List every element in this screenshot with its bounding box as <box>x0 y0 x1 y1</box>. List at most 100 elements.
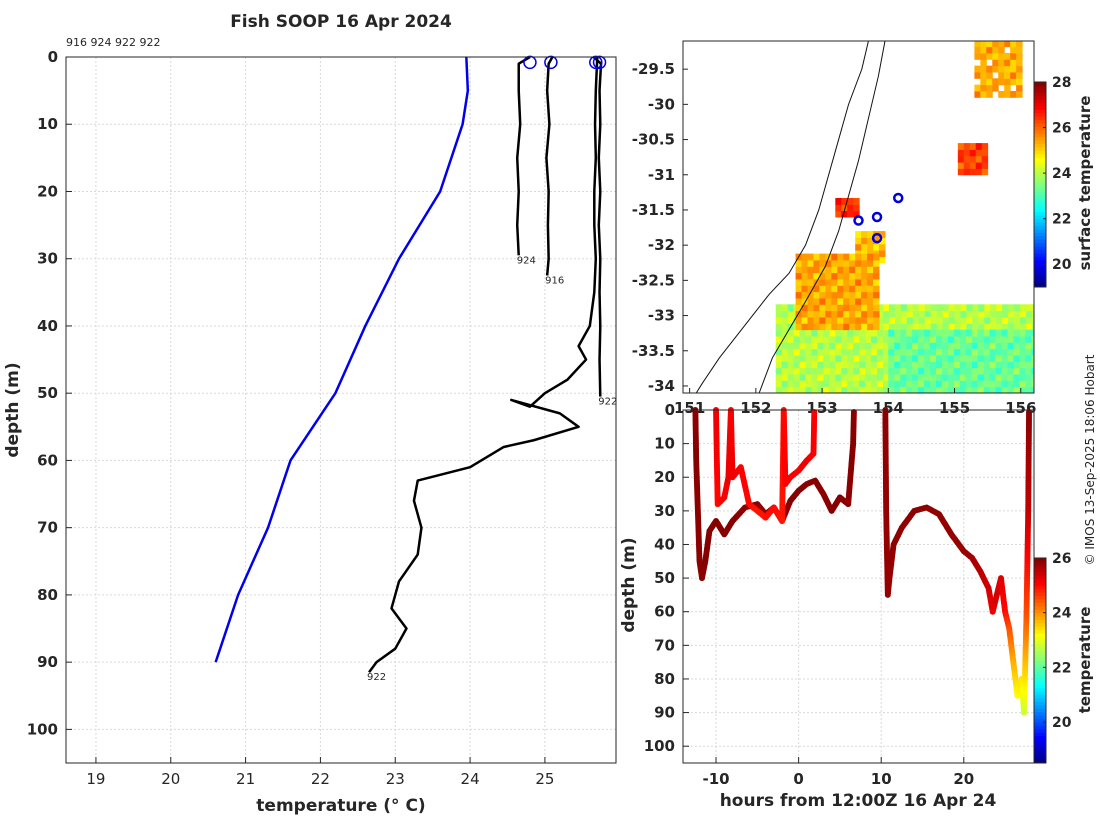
sst-pixel <box>801 285 809 293</box>
depth-tick-label: 40 <box>654 535 675 553</box>
sst-pixel <box>918 354 925 362</box>
sst-pixel <box>960 323 967 331</box>
sst-pixel <box>859 354 866 362</box>
colorbar-segment <box>1034 609 1046 614</box>
sst-pixel <box>983 386 991 393</box>
sst-pixel <box>1016 90 1023 98</box>
sst-pixel <box>831 291 838 299</box>
profile-ticks: 19 20 21 22 23 24 25 0 10 20 30 40 50 60 70 80 90 100 <box>27 48 555 788</box>
sst-pixel <box>799 361 807 369</box>
sst-pixel <box>853 367 860 375</box>
sst-pixel <box>841 329 848 337</box>
sst-pixel <box>781 329 789 337</box>
sst-pixel <box>935 367 943 375</box>
sst-pixel <box>1010 46 1017 54</box>
sst-pixel <box>930 323 938 331</box>
sst-pixel <box>781 304 789 312</box>
x-tick-label: 20 <box>161 770 180 788</box>
sst-pixel <box>953 335 961 343</box>
colorbar-segment <box>1034 157 1046 162</box>
sst-pixel <box>1019 348 1026 356</box>
sst-pixel <box>965 335 973 343</box>
sst-pixel <box>837 259 844 267</box>
sst-pixel <box>900 386 907 393</box>
colorbar-segment <box>1034 123 1046 127</box>
sst-pixel <box>883 323 890 331</box>
sst-pixel <box>855 285 862 293</box>
sst-pixel <box>843 316 850 324</box>
sst-pixel <box>841 367 848 375</box>
sst-pixel <box>799 380 807 388</box>
sst-pixel <box>873 304 880 312</box>
sst-pixel <box>871 386 878 393</box>
sst-pixel <box>805 361 812 369</box>
sst-pixel <box>1001 329 1009 337</box>
sst-pixel <box>877 354 884 362</box>
sst-pixel <box>894 380 901 388</box>
sst-pixel <box>879 243 886 251</box>
credit-text: © IMOS 13-Sep-2025 18:06 Hobart <box>1083 354 1097 565</box>
sst-pixel <box>847 335 854 343</box>
sst-pixel <box>998 65 1005 73</box>
sst-pixel <box>959 348 967 356</box>
sst-pixel <box>1007 373 1014 381</box>
sst-pixel <box>995 386 1003 393</box>
lon-tick-label: 152 <box>740 399 771 417</box>
sst-pixel <box>801 310 809 318</box>
sst-pixel <box>855 278 862 286</box>
sst-pixel <box>829 329 836 337</box>
sst-pixel <box>1007 348 1014 356</box>
colorbar-frame <box>1033 557 1047 764</box>
x-tick-label: 22 <box>311 770 330 788</box>
sst-pixel <box>867 291 874 299</box>
sst-pixel <box>935 386 943 393</box>
sst-pixel <box>801 259 809 267</box>
profile-id-note: 916 924 922 922 <box>66 36 160 49</box>
profile-line-922b <box>368 56 599 673</box>
sst-pixel <box>986 84 993 92</box>
sst-pixel <box>861 291 868 299</box>
sst-pixel <box>1013 329 1020 337</box>
sst-pixel <box>924 367 931 375</box>
sst-pixel <box>819 297 826 305</box>
sst-pixel <box>855 237 862 245</box>
sst-pixel <box>971 342 979 350</box>
sst-pixel <box>960 310 967 318</box>
station-marker <box>892 192 904 204</box>
sst-pixel <box>781 386 789 393</box>
sst-pixel <box>918 335 925 343</box>
sst-pixel <box>995 348 1003 356</box>
sst-pixel <box>823 361 830 369</box>
lat-tick-label: -32 <box>648 236 675 254</box>
sst-pixel <box>831 272 838 280</box>
sst-pixel <box>829 367 836 375</box>
sst-pixel <box>823 342 830 350</box>
sst-pixel <box>817 361 824 369</box>
colorbar-segment <box>1034 711 1046 716</box>
sst-pixel <box>883 354 890 362</box>
sst-colorbar-label: surface temperature <box>1076 96 1094 271</box>
sst-pixel <box>861 310 868 318</box>
sst-pixel <box>989 386 997 393</box>
sst-pixel <box>965 380 973 388</box>
sst-pixel <box>998 46 1005 54</box>
sst-pixel <box>859 342 866 350</box>
sst-pixel <box>912 323 920 331</box>
sst-pixel <box>801 297 809 305</box>
sst-pixel <box>877 380 884 388</box>
sst-pixel <box>930 342 937 350</box>
sst-pixel <box>831 253 838 261</box>
sst-pixel <box>787 380 795 388</box>
sst-pixel <box>795 316 803 324</box>
colorbar-tick-label: 22 <box>1052 660 1071 676</box>
sst-pixel <box>986 90 993 98</box>
x-tick-label: 21 <box>236 770 255 788</box>
time-depth-ticks: -10 0 10 20 0 10 20 30 40 50 60 70 80 90 100 <box>644 401 975 788</box>
sst-pixel <box>795 310 803 318</box>
sst-pixel <box>1025 348 1032 356</box>
sst-pixel <box>817 380 824 388</box>
sst-pixel <box>859 386 866 393</box>
sst-pixel <box>965 367 973 375</box>
sst-pixel <box>948 310 956 318</box>
colorbar-segment <box>1034 581 1046 586</box>
